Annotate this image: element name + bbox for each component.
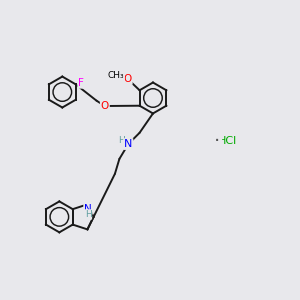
Text: HCl: HCl	[218, 136, 237, 146]
Text: O: O	[101, 101, 109, 111]
Text: ·: ·	[214, 132, 220, 151]
Text: O: O	[124, 74, 132, 84]
Text: H: H	[118, 136, 125, 145]
Text: N: N	[84, 204, 92, 214]
Text: N: N	[124, 139, 133, 149]
Text: H: H	[85, 210, 92, 219]
Text: CH₃: CH₃	[107, 71, 124, 80]
Text: F: F	[78, 78, 84, 88]
